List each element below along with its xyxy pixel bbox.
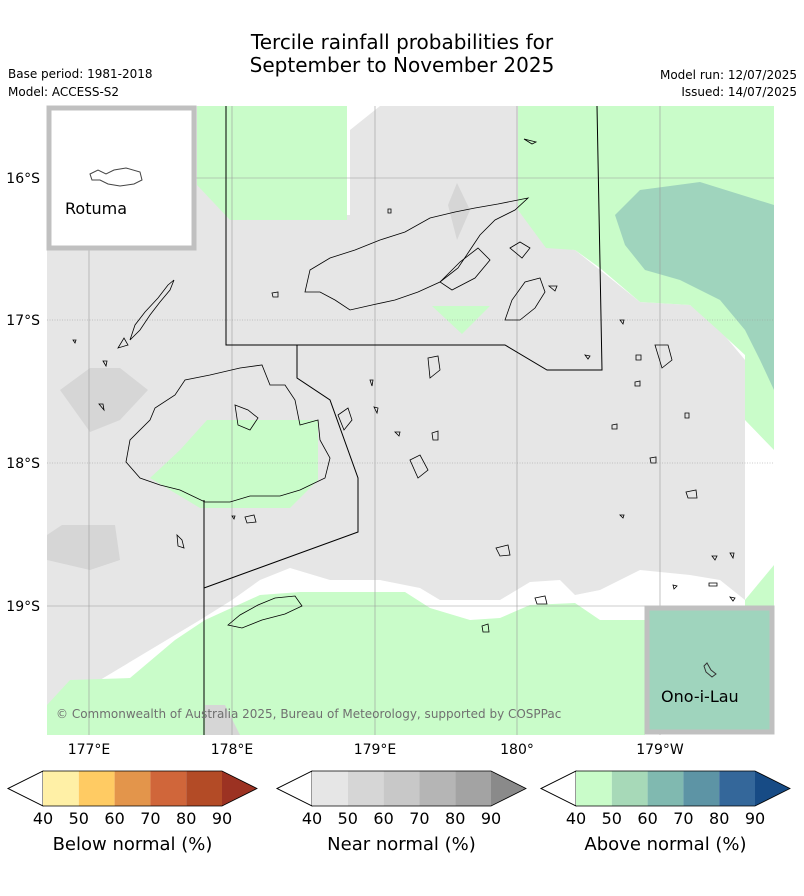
colorbar-outline bbox=[540, 770, 791, 807]
inset-ono-i-lau-label: Ono-i-Lau bbox=[661, 687, 739, 706]
lon-label-179e: 179°E bbox=[354, 742, 397, 758]
inset-ono-i-lau: Ono-i-Lau bbox=[644, 605, 775, 735]
colorbar-segment bbox=[647, 771, 684, 806]
colorbar-extend-low bbox=[7, 770, 44, 807]
colorbar-segment bbox=[43, 771, 79, 806]
colorbar-segment bbox=[719, 771, 755, 806]
model-name: Model: ACCESS-S2 bbox=[8, 85, 120, 99]
colorbar-tick-label: 40 bbox=[302, 809, 322, 828]
colorbar-segment bbox=[78, 771, 115, 806]
colorbar-tick-label: 70 bbox=[673, 809, 693, 828]
copyright-text: © Commonwealth of Australia 2025, Bureau… bbox=[56, 707, 561, 721]
colorbar-segment bbox=[611, 771, 648, 806]
lon-label-177e: 177°E bbox=[68, 742, 111, 758]
island-ono-i-lau bbox=[703, 662, 717, 678]
lon-label-179w: 179°W bbox=[636, 742, 684, 758]
colorbar-segment bbox=[455, 771, 491, 806]
island-viti-levu bbox=[125, 364, 331, 503]
colorbar-segment bbox=[576, 771, 612, 806]
colorbar-segment bbox=[114, 771, 151, 806]
colorbar-segment bbox=[683, 771, 720, 806]
map-title-line1: Tercile rainfall probabilities for bbox=[250, 30, 554, 54]
lon-label-178e: 178°E bbox=[211, 742, 254, 758]
island-kadavu bbox=[227, 595, 303, 629]
colorbar-segment bbox=[347, 771, 384, 806]
colorbar-segment bbox=[383, 771, 420, 806]
colorbar-tick-label: 60 bbox=[104, 809, 124, 828]
base-period: Base period: 1981-2018 bbox=[8, 67, 153, 81]
islands bbox=[72, 138, 736, 633]
lat-label-16s: 16°S bbox=[6, 171, 40, 187]
colorbar-tick-label: 40 bbox=[566, 809, 586, 828]
boundary-lines bbox=[203, 106, 603, 735]
colorbar-tick-label: 80 bbox=[176, 809, 196, 828]
colorbar-tick-label: 90 bbox=[212, 809, 232, 828]
colorbar-1: 40 50 60 70 80 90 Below normal (%) bbox=[7, 770, 258, 855]
colorbar-outline bbox=[7, 770, 258, 807]
colorbar-segment bbox=[150, 771, 187, 806]
colorbar-segment bbox=[419, 771, 456, 806]
lat-label-19s: 19°S bbox=[6, 599, 40, 615]
island-rotuma bbox=[89, 167, 143, 187]
colorbar-tick-label: 80 bbox=[445, 809, 465, 828]
colorbar-3: 40 50 60 70 80 90 Above normal (%) bbox=[540, 770, 791, 855]
lat-label-17s: 17°S bbox=[6, 313, 40, 329]
colorbar-extend-high bbox=[222, 771, 257, 806]
colorbar-title: Above normal (%) bbox=[584, 834, 746, 855]
colorbar-tick-label: 60 bbox=[637, 809, 657, 828]
colorbar-outline bbox=[276, 770, 527, 807]
colorbar-tick-label: 90 bbox=[481, 809, 501, 828]
model-run-date: Model run: 12/07/2025 bbox=[659, 68, 797, 82]
colorbar-extend-high bbox=[491, 771, 526, 806]
colorbar-tick-label: 70 bbox=[140, 809, 160, 828]
colorbar-title: Below normal (%) bbox=[53, 834, 213, 855]
colorbar-tick-label: 90 bbox=[745, 809, 765, 828]
inset-rotuma-label: Rotuma bbox=[65, 199, 127, 218]
colorbar-extend-high bbox=[755, 771, 790, 806]
colorbar-tick-label: 60 bbox=[373, 809, 393, 828]
lon-label-180: 180° bbox=[500, 742, 534, 758]
colorbar-tick-label: 80 bbox=[709, 809, 729, 828]
colorbar-tick-label: 50 bbox=[602, 809, 622, 828]
colorbar-segment bbox=[312, 771, 348, 806]
colorbar-tick-label: 50 bbox=[69, 809, 89, 828]
colorbar-tick-label: 50 bbox=[338, 809, 358, 828]
island-vanua-levu bbox=[304, 197, 530, 311]
lat-label-18s: 18°S bbox=[6, 456, 40, 472]
map-title-line2: September to November 2025 bbox=[249, 53, 555, 77]
colorbar-tick-label: 70 bbox=[409, 809, 429, 828]
colorbar-extend-low bbox=[276, 770, 313, 807]
colorbar-tick-label: 40 bbox=[33, 809, 53, 828]
colorbar-segment bbox=[186, 771, 222, 806]
issued-date: Issued: 14/07/2025 bbox=[681, 85, 797, 99]
inset-rotuma: Rotuma bbox=[46, 105, 197, 251]
island-taveuni bbox=[504, 277, 546, 321]
colorbar-title: Near normal (%) bbox=[327, 834, 476, 855]
colorbar-extend-low bbox=[540, 770, 577, 807]
colorbar-2: 40 50 60 70 80 90 Near normal (%) bbox=[276, 770, 527, 855]
